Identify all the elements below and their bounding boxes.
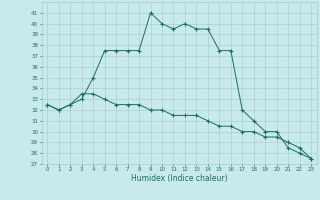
X-axis label: Humidex (Indice chaleur): Humidex (Indice chaleur): [131, 174, 228, 183]
